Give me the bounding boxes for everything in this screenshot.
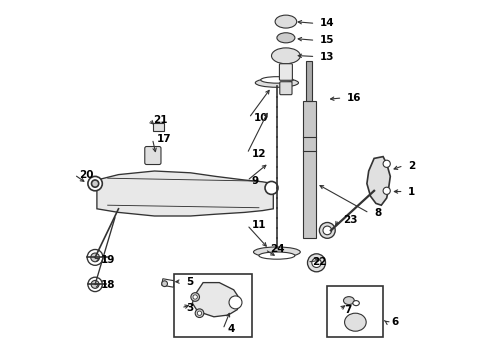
Bar [302,101,315,238]
Bar [152,123,163,131]
Ellipse shape [275,15,296,28]
Text: 21: 21 [153,114,167,125]
FancyBboxPatch shape [144,147,161,165]
Text: 22: 22 [311,257,325,267]
Circle shape [87,249,103,265]
Circle shape [91,253,99,262]
Text: 1: 1 [407,186,415,197]
Ellipse shape [344,313,366,331]
Bar [306,61,311,101]
Circle shape [197,311,201,315]
Polygon shape [97,171,273,216]
Text: 9: 9 [251,176,258,186]
Text: 18: 18 [101,280,115,291]
Circle shape [88,277,102,292]
Text: 19: 19 [101,255,115,265]
Circle shape [88,176,102,191]
Text: 6: 6 [390,317,398,327]
Circle shape [307,254,325,272]
Ellipse shape [271,48,300,64]
Text: 4: 4 [227,324,234,334]
Circle shape [193,295,197,299]
Circle shape [382,187,389,194]
FancyBboxPatch shape [279,82,291,95]
Text: 16: 16 [346,93,361,103]
Text: 14: 14 [320,18,334,28]
Text: 11: 11 [251,220,265,230]
Text: 3: 3 [185,303,193,313]
Ellipse shape [258,252,294,259]
Polygon shape [192,283,241,317]
Text: 23: 23 [343,215,357,225]
Text: 17: 17 [157,134,171,144]
Ellipse shape [253,247,300,257]
Bar [326,286,382,337]
Circle shape [162,281,167,287]
Text: 13: 13 [320,51,334,62]
Text: 12: 12 [251,149,265,159]
Circle shape [264,181,277,194]
FancyBboxPatch shape [279,64,292,80]
Ellipse shape [255,78,298,87]
Text: 8: 8 [373,208,381,218]
Text: 24: 24 [269,244,284,255]
Circle shape [195,309,203,318]
Ellipse shape [352,301,359,306]
Text: 10: 10 [253,113,267,123]
Text: 15: 15 [320,35,334,45]
Circle shape [382,160,389,167]
Polygon shape [366,157,389,205]
Circle shape [91,180,99,187]
Ellipse shape [276,33,294,43]
Ellipse shape [260,77,292,83]
Circle shape [91,280,99,288]
Circle shape [190,293,199,301]
Text: 7: 7 [344,305,351,315]
Circle shape [322,226,331,235]
Ellipse shape [343,297,354,305]
Text: 20: 20 [79,170,93,180]
Bar [174,274,251,337]
Circle shape [319,222,335,238]
Bar [162,279,174,287]
Text: 5: 5 [185,276,193,287]
Text: 2: 2 [407,161,415,171]
Circle shape [228,296,242,309]
Circle shape [311,258,321,267]
